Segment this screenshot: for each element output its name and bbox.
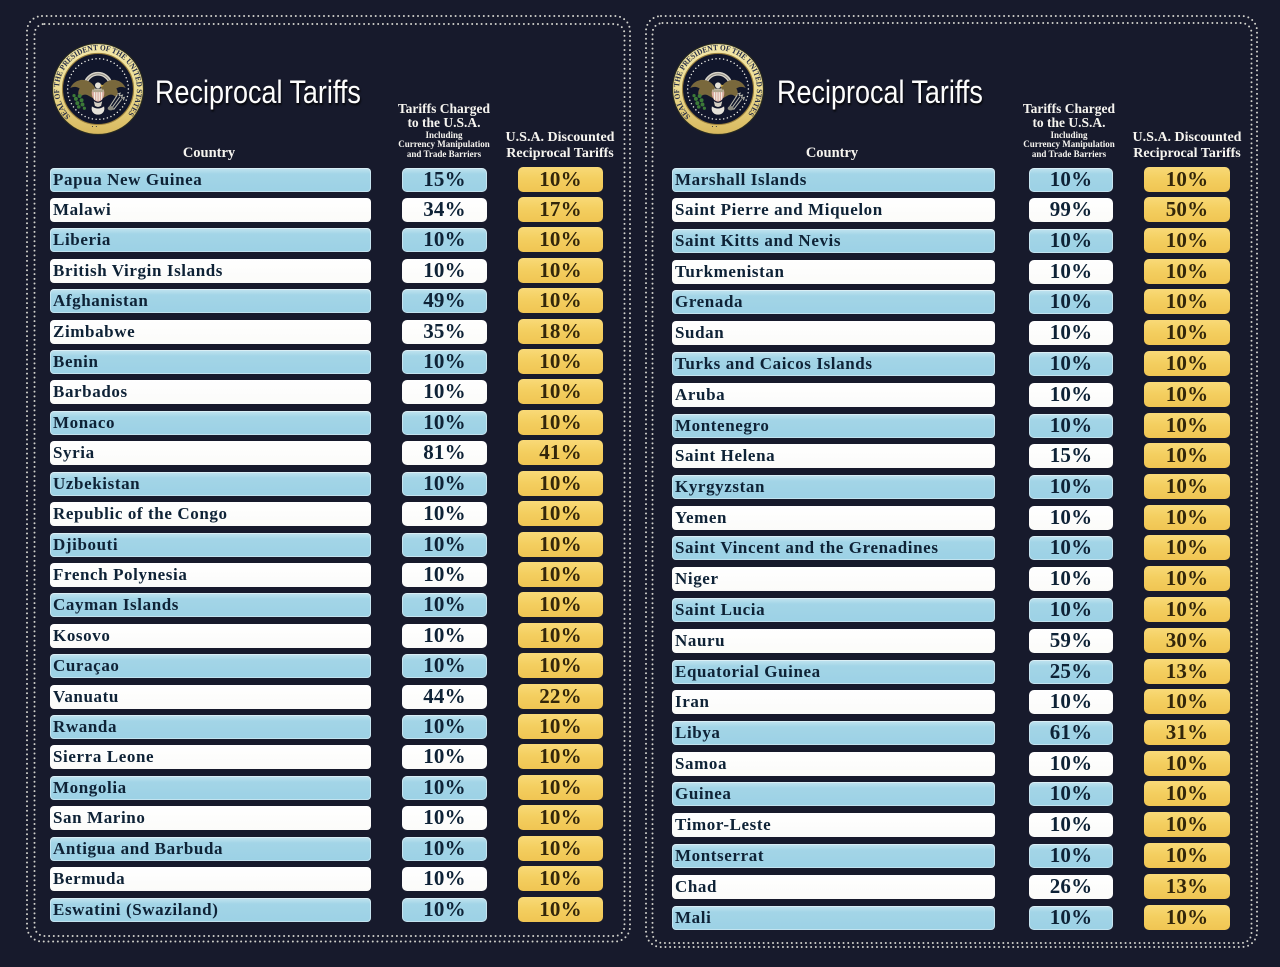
svg-text:· ·: · · (91, 123, 97, 130)
svg-text:· ·: · · (711, 123, 717, 130)
